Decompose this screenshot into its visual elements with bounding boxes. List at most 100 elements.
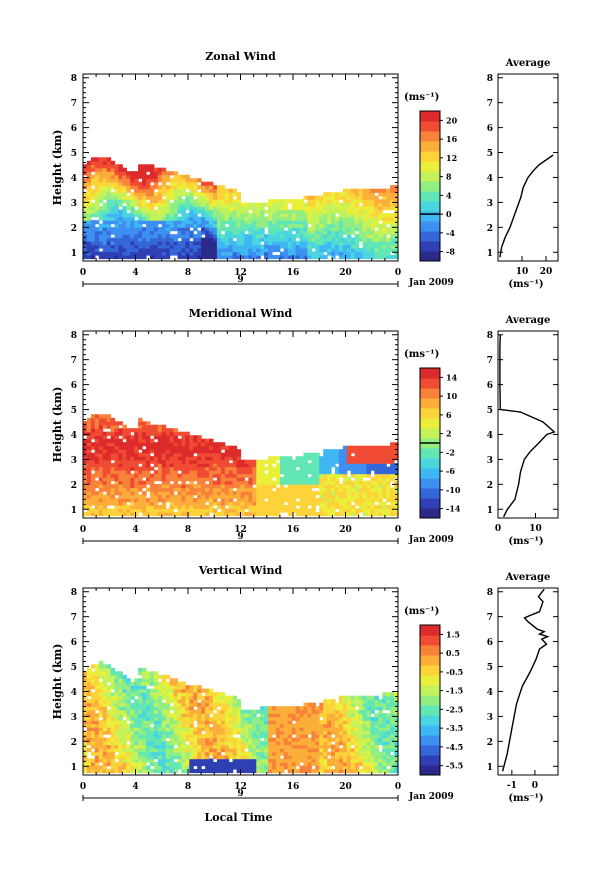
heatmap-cell: [346, 209, 352, 214]
heatmap-cell: [264, 491, 269, 496]
heatmap-cell: [142, 431, 147, 436]
heatmap-cell: [378, 227, 383, 232]
heatmap-cell: [315, 459, 320, 464]
heatmap-cell: [224, 512, 230, 517]
heatmap-cell: [331, 463, 336, 468]
heatmap-cell: [157, 255, 163, 260]
heatmap-cell: [114, 692, 119, 697]
heatmap-cell: [295, 216, 301, 221]
heatmap-cell: [232, 709, 238, 714]
heatmap-cell: [90, 220, 96, 225]
heatmap-cell: [268, 734, 273, 739]
heatmap-cell: [315, 456, 320, 461]
heatmap-cell: [161, 727, 167, 732]
heatmap-cell: [142, 681, 147, 686]
heatmap-cell: [90, 730, 96, 735]
heatmap-cell: [232, 241, 238, 246]
heatmap-cell: [114, 744, 119, 749]
heatmap-cell: [142, 723, 147, 728]
heatmap-cell: [185, 223, 190, 228]
heatmap-cell: [295, 487, 301, 492]
heatmap-cell: [201, 758, 206, 763]
heatmap-cell: [240, 251, 245, 256]
heatmap-cell: [256, 762, 261, 767]
heatmap-cell: [106, 501, 112, 506]
heatmap-cell: [342, 223, 348, 228]
heatmap-cell: [169, 688, 175, 693]
heatmap-cell: [248, 244, 253, 249]
heatmap-cell: [130, 713, 135, 718]
heatmap-cell: [382, 456, 387, 461]
heatmap-cell: [224, 751, 230, 756]
heatmap-cell: [173, 723, 179, 728]
heatmap-cell: [303, 755, 308, 760]
heatmap-cell: [335, 498, 340, 503]
heatmap-cell: [315, 241, 320, 246]
heatmap-cell: [90, 463, 96, 468]
heatmap-cell: [86, 255, 92, 260]
heatmap-cell: [165, 442, 171, 447]
heatmap-cell: [287, 230, 293, 235]
heatmap-cell: [248, 234, 253, 239]
heatmap-cell: [374, 505, 379, 510]
heatmap-cell: [161, 692, 167, 697]
heatmap-cell: [240, 716, 245, 721]
heatmap-cell: [177, 755, 182, 760]
heatmap-cell: [193, 758, 198, 763]
heatmap-cell: [386, 508, 391, 513]
heatmap-cell: [193, 734, 198, 739]
heatmap-cell: [366, 473, 371, 478]
heatmap-cell: [295, 470, 301, 475]
heatmap-cell: [275, 230, 281, 235]
heatmap-cell: [228, 470, 234, 475]
heatmap-cell: [216, 494, 222, 499]
heatmap-cell: [275, 255, 281, 260]
heatmap-cell: [268, 209, 273, 214]
heatmap-cell: [212, 512, 218, 517]
heatmap-cell: [138, 417, 143, 422]
heatmap-cell: [146, 164, 151, 169]
heatmap-cell: [189, 758, 194, 763]
heatmap-cell: [134, 769, 139, 774]
heatmap-cell: [126, 181, 131, 186]
heatmap-cell: [291, 480, 297, 485]
heatmap-cell: [244, 765, 249, 770]
heatmap-cell: [260, 227, 265, 232]
heatmap-cell: [252, 727, 257, 732]
heatmap-cell: [114, 230, 119, 235]
heatmap-cell: [142, 498, 147, 503]
heatmap-cell: [134, 484, 139, 489]
heatmap-cell: [205, 445, 210, 450]
heatmap-cell: [307, 480, 312, 485]
heatmap-cell: [201, 491, 206, 496]
heatmap-cell: [185, 688, 190, 693]
heatmap-cell: [197, 248, 202, 253]
heatmap-cell: [287, 241, 293, 246]
heatmap-cell: [272, 230, 277, 235]
heatmap-cell: [134, 234, 139, 239]
heatmap-cell: [94, 702, 100, 707]
heatmap-cell: [346, 449, 352, 454]
heatmap-cell: [287, 255, 293, 260]
heatmap-cell: [291, 216, 297, 221]
heatmap-cell: [370, 449, 375, 454]
heatmap-cell: [386, 202, 391, 207]
heatmap-cell: [126, 484, 131, 489]
heatmap-cell: [177, 723, 182, 728]
heatmap-cell: [224, 244, 230, 249]
heatmap-cell: [264, 251, 269, 256]
heatmap-cell: [205, 463, 210, 468]
heatmap-cell: [126, 445, 131, 450]
heatmap-cell: [165, 744, 171, 749]
heatmap-cell: [134, 685, 139, 690]
heatmap-cell: [193, 456, 198, 461]
heatmap-cell: [173, 223, 179, 228]
heatmap-cell: [126, 716, 131, 721]
heatmap-cell: [362, 487, 368, 492]
heatmap-cell: [146, 470, 151, 475]
heatmap-cell: [268, 213, 273, 218]
heatmap-cell: [275, 744, 281, 749]
heatmap-cell: [307, 241, 312, 246]
heatmap-cell: [185, 185, 190, 190]
